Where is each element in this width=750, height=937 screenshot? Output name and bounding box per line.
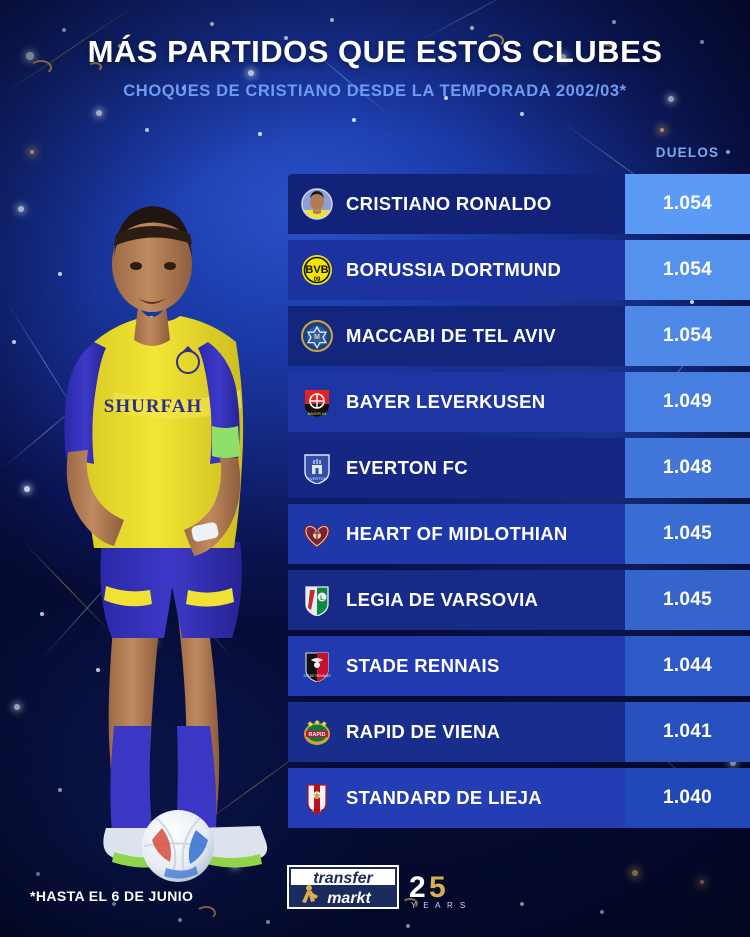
svg-text:5: 5 [429, 871, 446, 904]
svg-text:transfer: transfer [313, 870, 373, 887]
crest-legia-warszawa: L [301, 584, 333, 616]
svg-text:SHURFAH: SHURFAH [104, 396, 202, 417]
duelos-value: 1.054 [662, 325, 713, 346]
svg-text:STADE RENNAIS: STADE RENNAIS [303, 674, 331, 678]
crest-everton: EVERTON [301, 452, 333, 484]
table-row[interactable]: HEART OF MIDLOTHIAN 1.045 [288, 504, 750, 564]
row-value-cell: 1.041 [625, 702, 750, 762]
avatar-cristiano-ronaldo [301, 188, 333, 220]
crest-standard-liege: STANDARD [301, 782, 333, 814]
crest-borussia-dortmund: BVB 09 [301, 254, 333, 286]
table-row[interactable]: RAPID RAPID DE VIENA 1.041 [288, 702, 750, 762]
svg-text:BVB: BVB [305, 264, 328, 276]
club-name: MACCABI DE TEL AVIV [346, 325, 556, 346]
crest-maccabi-tel-aviv: M [301, 320, 333, 352]
svg-text:L: L [320, 596, 324, 602]
row-value-cell: 1.045 [625, 504, 750, 564]
row-value-cell: 1.054 [625, 240, 750, 300]
row-name-cell: HEART OF MIDLOTHIAN [288, 504, 625, 564]
svg-text:STANDARD: STANDARD [309, 808, 326, 812]
crest-heart-of-midlothian [301, 518, 333, 550]
table-row[interactable]: EVERTON EVERTON FC 1.048 [288, 438, 750, 498]
table-row[interactable]: L LEGIA DE VARSOVIA 1.045 [288, 570, 750, 630]
svg-text:2: 2 [409, 871, 426, 904]
table-row[interactable]: CRISTIANO RONALDO 1.054 [288, 174, 750, 234]
duelos-value: 1.040 [662, 787, 713, 808]
row-name-cell: EVERTON EVERTON FC [288, 438, 625, 498]
club-name: HEART OF MIDLOTHIAN [346, 523, 568, 544]
svg-text:M: M [314, 334, 320, 341]
club-name: STADE RENNAIS [346, 655, 500, 676]
row-value-cell: 1.054 [625, 306, 750, 366]
svg-text:BAYER 04: BAYER 04 [308, 411, 328, 416]
club-name: LEGIA DE VARSOVIA [346, 589, 539, 610]
row-name-cell: M MACCABI DE TEL AVIV [288, 306, 625, 366]
svg-text:09: 09 [314, 277, 321, 283]
row-name-cell: BVB 09 BORUSSIA DORTMUND [288, 240, 625, 300]
row-name-cell: L LEGIA DE VARSOVIA [288, 570, 625, 630]
crest-bayer-leverkusen: BAYER 04 [301, 386, 333, 418]
row-name-cell: BAYER 04 BAYER LEVERKUSEN [288, 372, 625, 432]
club-name: RAPID DE VIENA [346, 721, 501, 742]
table-row[interactable]: M MACCABI DE TEL AVIV 1.054 [288, 306, 750, 366]
row-name-cell: CRISTIANO RONALDO [288, 174, 625, 234]
club-name: BAYER LEVERKUSEN [346, 391, 546, 412]
row-name-cell: STANDARD STANDARD DE LIEJA [288, 768, 625, 828]
transfermarkt-logo: transfer markt 2 5 Y E A R S [287, 865, 468, 910]
row-value-cell: 1.044 [625, 636, 750, 696]
ranking-table: CRISTIANO RONALDO 1.054 BVB 09 BORUSSIA … [288, 174, 750, 834]
table-row[interactable]: STANDARD STANDARD DE LIEJA 1.040 [288, 768, 750, 828]
duelos-value: 1.054 [662, 259, 713, 280]
duelos-value: 1.045 [662, 523, 713, 544]
duelos-value: 1.041 [662, 721, 713, 742]
table-row[interactable]: BVB 09 BORUSSIA DORTMUND 1.054 [288, 240, 750, 300]
svg-text:Y E A R S: Y E A R S [411, 901, 468, 910]
player-image: SHURFAH [64, 206, 268, 882]
row-value-cell: 1.045 [625, 570, 750, 630]
duelos-value: 1.045 [662, 589, 713, 610]
page-subtitle: CHOQUES DE CRISTIANO DESDE LA TEMPORADA … [123, 82, 627, 100]
svg-text:markt: markt [327, 890, 371, 907]
row-value-cell: 1.040 [625, 768, 750, 828]
club-name: EVERTON FC [346, 457, 468, 478]
row-value-cell: 1.048 [625, 438, 750, 498]
svg-text:EVERTON: EVERTON [307, 476, 326, 481]
row-name-cell: RAPID RAPID DE VIENA [288, 702, 625, 762]
club-name: BORUSSIA DORTMUND [346, 259, 562, 280]
row-value-cell: 1.049 [625, 372, 750, 432]
club-name: STANDARD DE LIEJA [346, 787, 542, 808]
club-name: CRISTIANO RONALDO [346, 193, 552, 214]
crest-stade-rennais: STADE RENNAIS [301, 650, 333, 682]
row-value-cell: 1.054 [625, 174, 750, 234]
table-row[interactable]: STADE RENNAIS STADE RENNAIS 1.044 [288, 636, 750, 696]
crest-rapid-wien: RAPID [301, 716, 333, 748]
duelos-value: 1.049 [662, 391, 713, 412]
footnote: *HASTA EL 6 DE JUNIO [30, 888, 194, 904]
row-name-cell: STADE RENNAIS STADE RENNAIS [288, 636, 625, 696]
svg-text:RAPID: RAPID [308, 732, 325, 738]
page-title: MÁS PARTIDOS QUE ESTOS CLUBES [87, 34, 663, 69]
duelos-value: 1.044 [662, 655, 713, 676]
table-row[interactable]: BAYER 04 BAYER LEVERKUSEN 1.049 [288, 372, 750, 432]
duelos-value: 1.054 [662, 193, 713, 214]
duelos-value: 1.048 [662, 457, 713, 478]
